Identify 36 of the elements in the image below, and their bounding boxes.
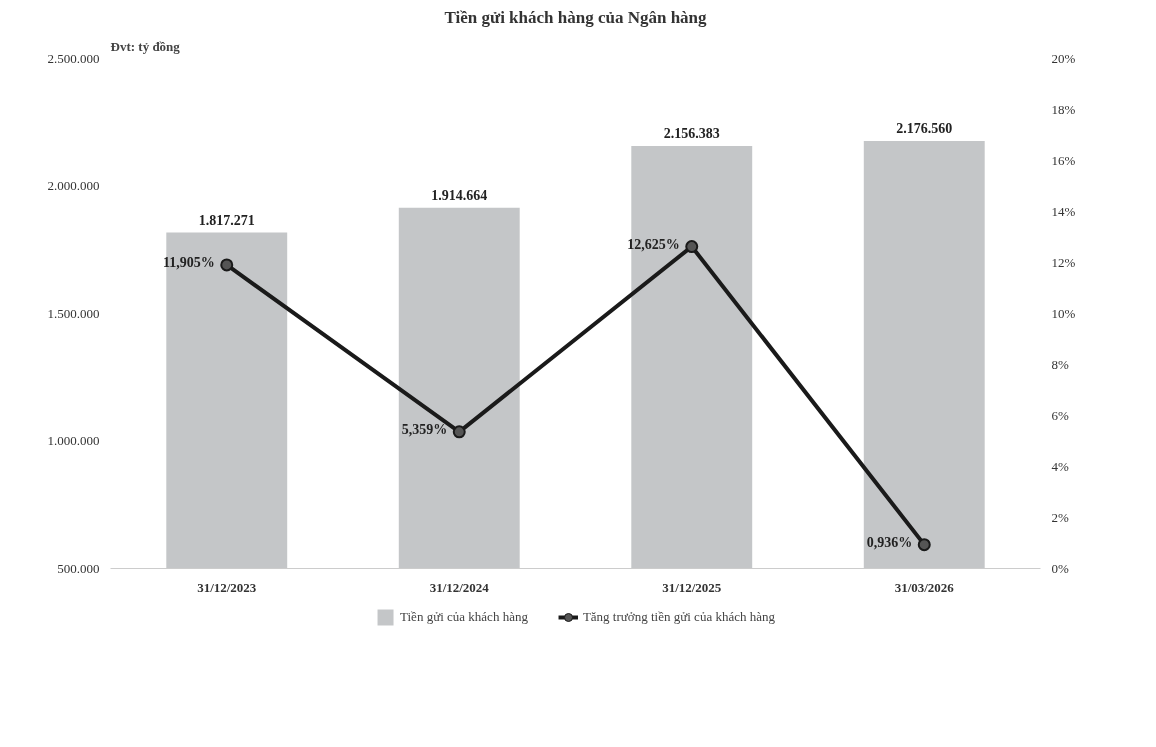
y-tick-label: 2.000.000 xyxy=(47,178,100,193)
y-tick-label: 1.000.000 xyxy=(47,433,100,448)
legend-label: Tiền gửi của khách hàng xyxy=(400,609,528,625)
y-tick-label: 1.500.000 xyxy=(47,305,100,321)
y2-tick-label: 12% xyxy=(1051,255,1076,270)
x-tick-label: 31/03/2026 xyxy=(894,579,955,595)
y2-tick-label: 0% xyxy=(1051,561,1069,576)
y2-tick-label: 6% xyxy=(1051,408,1069,423)
data-label: 0,936% xyxy=(866,535,913,551)
data-label: 1.817.271 xyxy=(198,212,255,228)
y-tick-label: 2.500.000 xyxy=(47,50,100,66)
point xyxy=(452,425,466,439)
y2-tick-label: 10% xyxy=(1051,306,1076,321)
y2-tick-label: 14% xyxy=(1051,204,1076,219)
x-tick-label: 31/12/2023 xyxy=(197,579,257,595)
data-label: 5,359% xyxy=(401,422,448,438)
point xyxy=(220,258,234,272)
data-label: 1.914.664 xyxy=(431,187,488,203)
data-label: 12,625% xyxy=(627,237,680,253)
point xyxy=(917,538,931,552)
x-tick-label: 31/12/2024 xyxy=(429,579,490,595)
y2-tick-label: 16% xyxy=(1051,153,1076,168)
point xyxy=(685,240,699,254)
chart-title: Tiền gửi khách hàng của Ngân hàng xyxy=(444,7,708,27)
y2-tick-label: 2% xyxy=(1051,510,1069,525)
x-tick-label: 31/12/2025 xyxy=(662,579,722,595)
y2-tick-label: 20% xyxy=(1051,51,1076,66)
y-tick-label: 500.000 xyxy=(57,560,100,576)
y2-tick-label: 18% xyxy=(1051,102,1076,117)
data-label: 2.176.560 xyxy=(896,120,953,136)
data-label: 11,905% xyxy=(163,255,215,271)
data-label: 2.156.383 xyxy=(663,126,720,142)
text: Đvt: tỷ đồng xyxy=(110,38,181,54)
y2-tick-label: 8% xyxy=(1051,357,1069,372)
y2-tick-label: 4% xyxy=(1051,459,1069,474)
legend-label: Tăng trưởng tiền gửi của khách hàng xyxy=(582,609,775,625)
